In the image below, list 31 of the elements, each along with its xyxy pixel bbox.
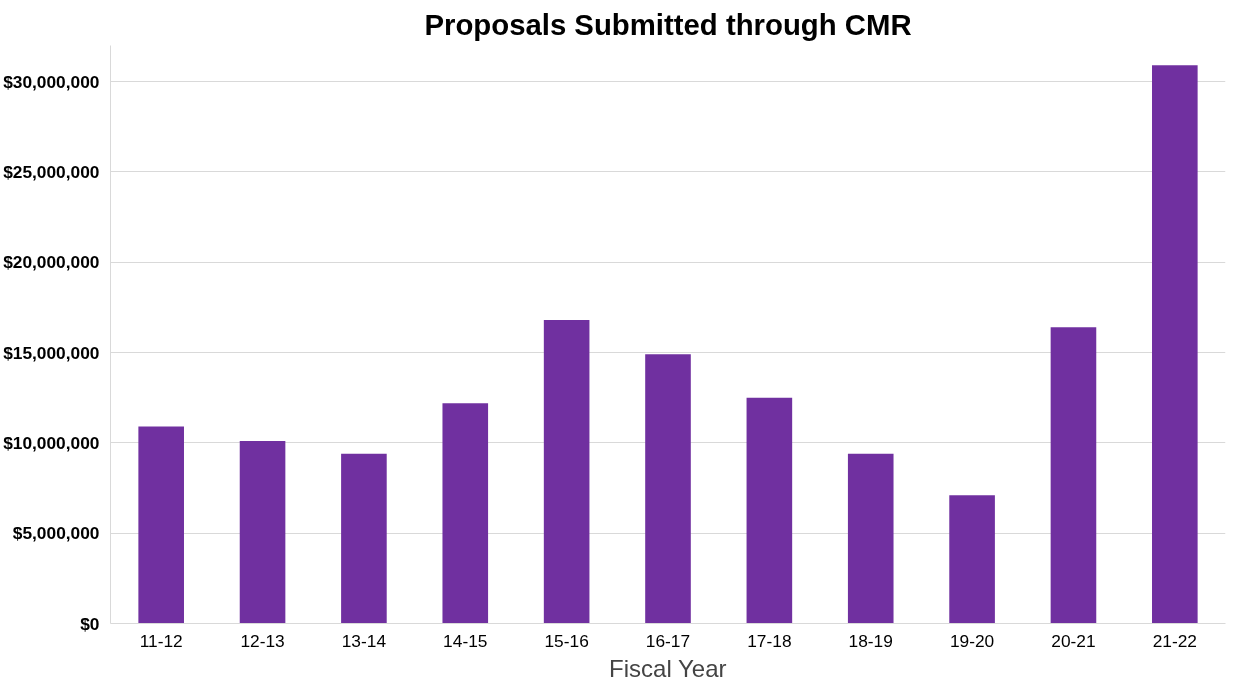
bar	[1050, 327, 1097, 624]
bar	[1152, 65, 1198, 624]
x-tick-label: 20-21	[1051, 630, 1096, 651]
y-tick-label: $25,000,000	[3, 161, 100, 182]
x-tick-label: 13-14	[341, 630, 387, 651]
x-tick-label: 11-12	[139, 630, 183, 651]
chart-title: Proposals Submitted through CMR	[424, 7, 912, 41]
y-tick-label: $20,000,000	[3, 252, 100, 273]
y-tick-label: $15,000,000	[3, 342, 100, 363]
bar	[239, 441, 286, 624]
y-tick-label: $30,000,000	[3, 71, 100, 92]
x-tick-label: 21-22	[1152, 630, 1197, 651]
bar	[138, 426, 184, 624]
x-tick-label: 19-20	[949, 630, 995, 651]
x-tick-label: 14-15	[443, 630, 488, 651]
x-tick-label: 12-13	[240, 630, 285, 651]
bar	[645, 354, 691, 624]
bar	[746, 397, 793, 624]
x-tick-label: 18-19	[848, 630, 893, 651]
bar	[543, 320, 590, 624]
bar	[949, 495, 995, 624]
bar	[442, 403, 489, 624]
y-tick-label: $10,000,000	[3, 432, 100, 453]
x-tick-label: 15-16	[544, 630, 589, 651]
bar	[341, 453, 387, 624]
x-tick-label: 17-18	[747, 630, 792, 651]
y-tick-label: $5,000,000	[12, 523, 100, 544]
x-tick-label: 16-17	[645, 630, 691, 651]
y-tick-label: $0	[80, 613, 100, 634]
x-axis-title: Fiscal Year	[609, 654, 727, 682]
bar	[847, 453, 894, 624]
